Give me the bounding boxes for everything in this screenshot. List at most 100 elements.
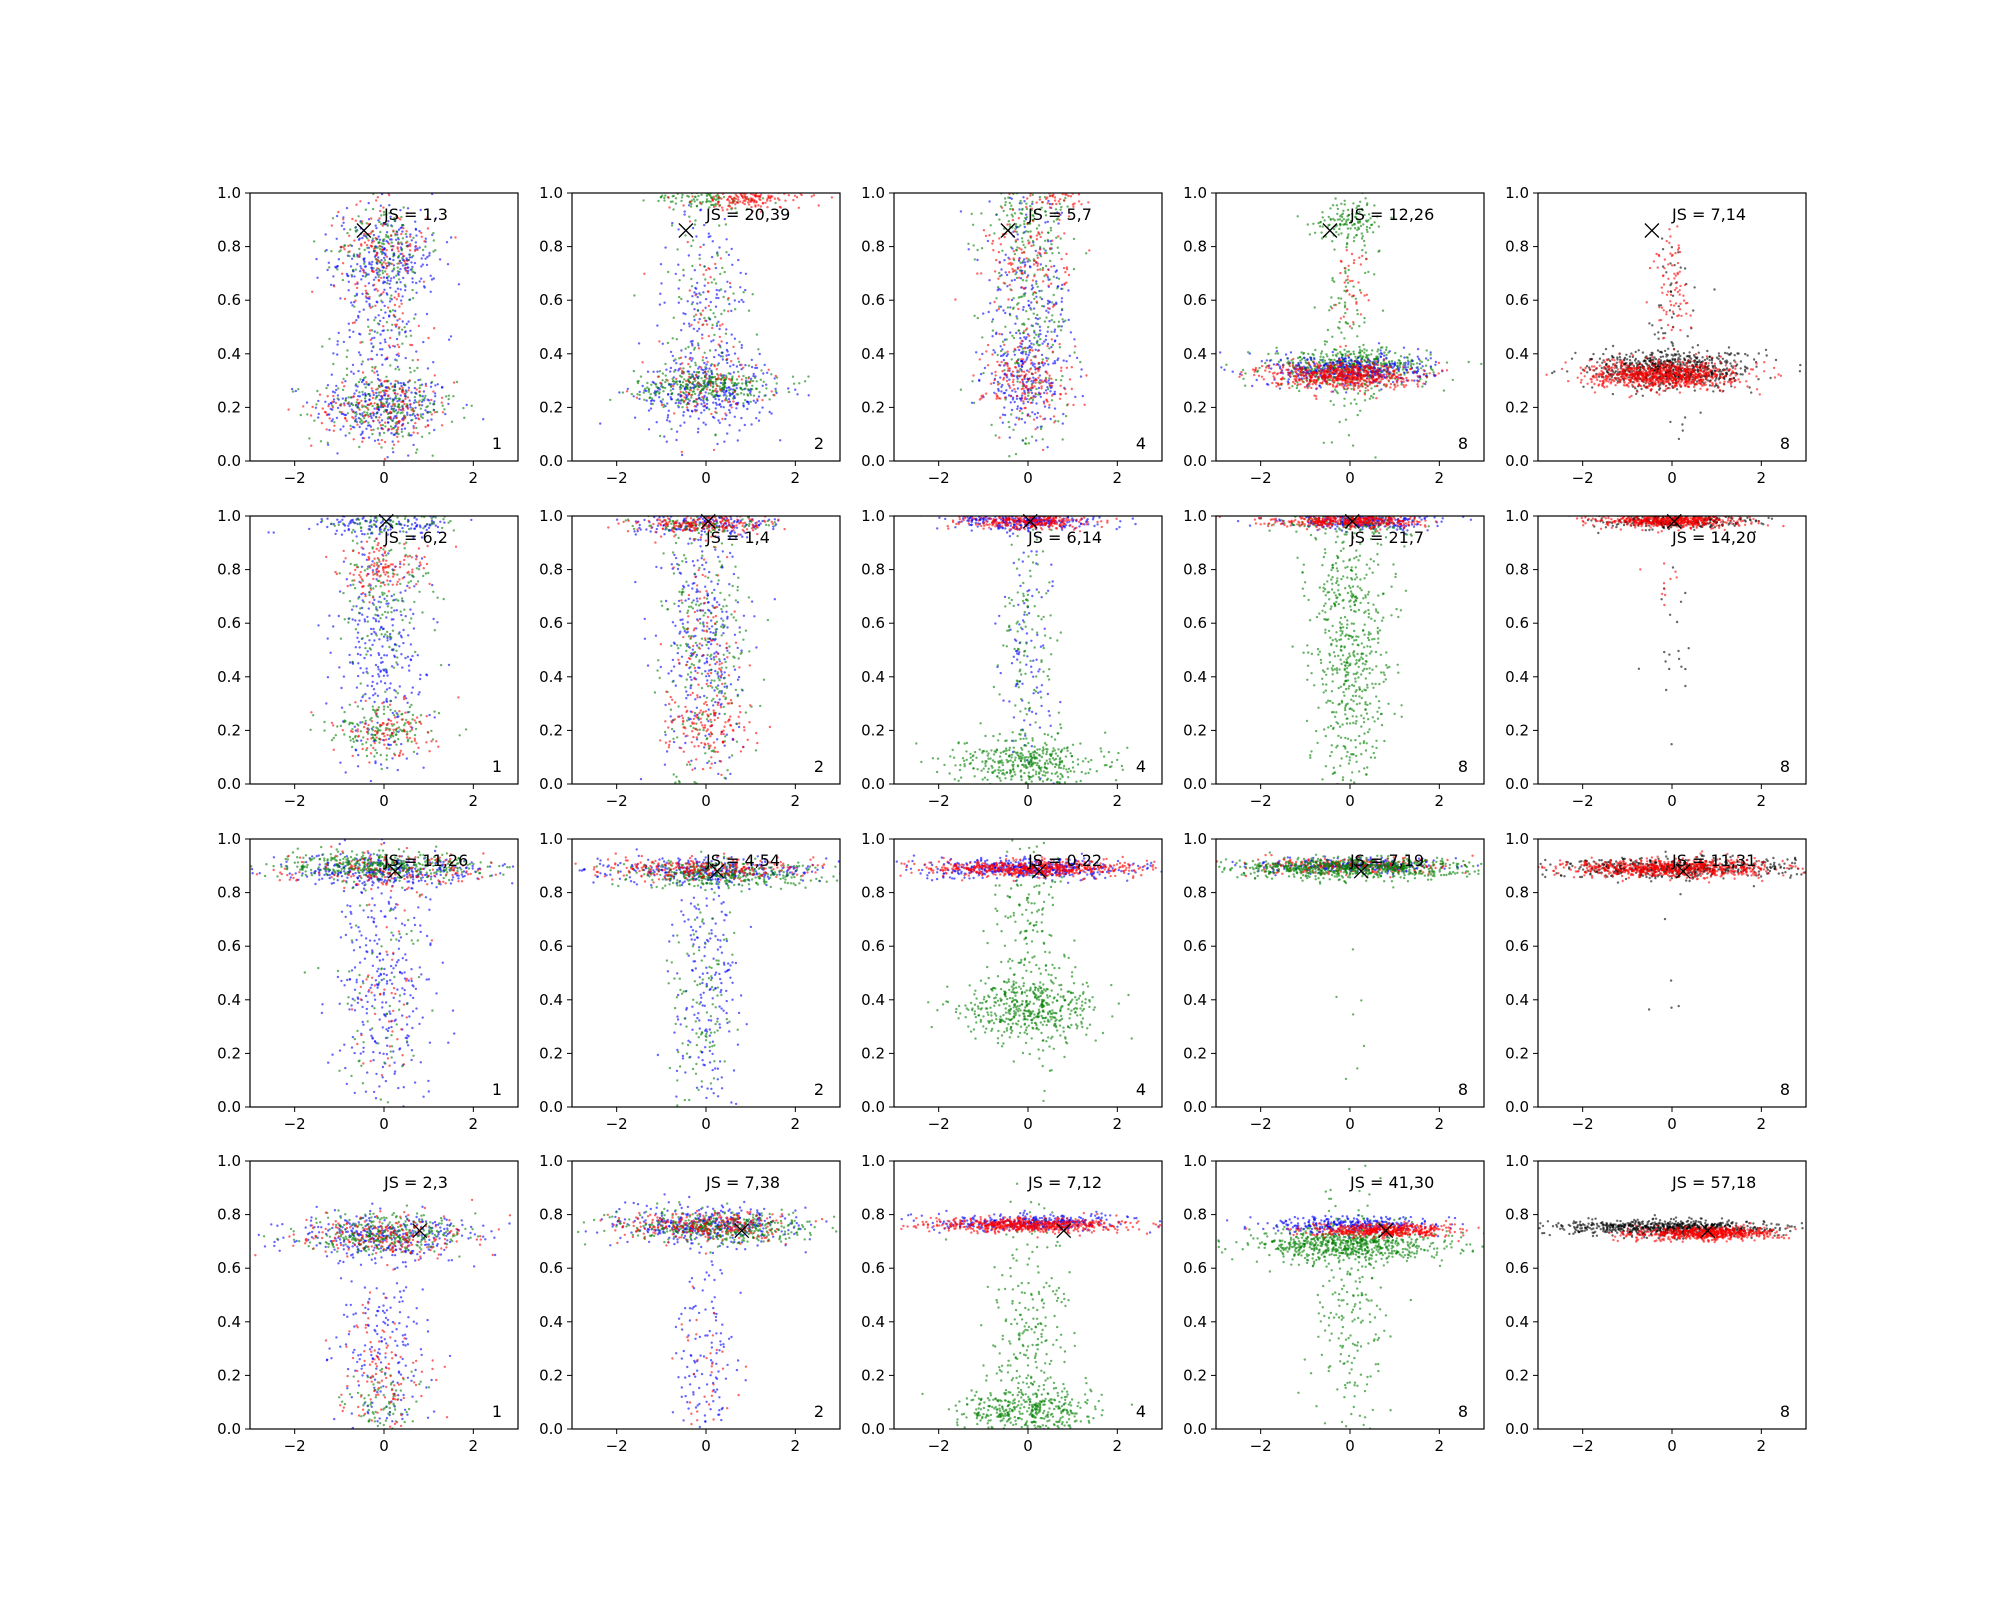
scatter-point: [1025, 384, 1028, 388]
scatter-point: [422, 390, 426, 393]
scatter-point: [387, 193, 391, 197]
scatter-point: [1358, 210, 1361, 213]
scatter-point: [357, 402, 361, 405]
scatter-point: [738, 340, 741, 344]
scatter-point: [1031, 364, 1035, 367]
scatter-point: [670, 398, 674, 401]
scatter-point: [646, 386, 649, 389]
scatter-point: [1016, 377, 1019, 380]
scatter-point: [363, 410, 366, 414]
scatter-point: [997, 250, 1001, 254]
scatter-point: [1039, 235, 1042, 239]
scatter-point: [368, 382, 371, 386]
scatter-point: [1041, 361, 1044, 364]
scatter-point: [795, 196, 799, 199]
scatter-point: [1016, 380, 1019, 383]
scatter-point: [1028, 265, 1032, 268]
scatter-point: [1071, 203, 1075, 206]
scatter-point: [1036, 188, 1038, 190]
y-tick-label: 1.0: [217, 184, 241, 202]
scatter-point: [1008, 201, 1011, 205]
scatter-point: [728, 201, 731, 205]
scatter-point: [415, 291, 418, 294]
scatter-point: [361, 404, 364, 407]
scatter-point: [401, 224, 405, 227]
scatter-point: [379, 379, 382, 382]
scatter-point: [758, 391, 761, 394]
scatter-point: [1048, 301, 1051, 304]
scatter-point: [1007, 394, 1011, 397]
scatter-point: [1020, 339, 1023, 342]
scatter-point: [1338, 327, 1341, 330]
scatter-point: [330, 402, 333, 405]
scatter-point: [1299, 361, 1303, 364]
scatter-point: [390, 277, 393, 280]
scatter-point: [359, 378, 362, 381]
scatter-point: [1037, 386, 1041, 390]
scatter-point: [681, 381, 685, 384]
scatter-point: [1424, 357, 1428, 360]
scatter-point: [1037, 393, 1040, 396]
scatter-point: [392, 229, 395, 232]
scatter-point: [381, 242, 384, 245]
scatter-point: [1291, 385, 1294, 388]
scatter-point: [730, 381, 734, 385]
scatter-point: [751, 210, 754, 213]
scatter-point: [396, 365, 399, 369]
scatter-point: [1056, 287, 1059, 290]
scatter-point: [807, 375, 810, 378]
scatter-point: [1034, 316, 1038, 320]
scatter-point: [1053, 212, 1057, 215]
scatter-point: [444, 412, 447, 416]
scatter-point: [676, 383, 679, 386]
scatter-point: [678, 380, 682, 383]
scatter-point: [718, 204, 721, 208]
scatter-point: [413, 369, 416, 372]
scatter-point: [751, 293, 754, 296]
y-tick-label: 0.0: [217, 452, 241, 470]
scatter-point: [1017, 296, 1021, 299]
scatter-point: [368, 295, 371, 299]
scatter-point: [696, 342, 700, 345]
scatter-point: [1040, 206, 1043, 209]
scatter-point: [1353, 222, 1356, 226]
scatter-point: [1016, 407, 1019, 411]
scatter-point: [1059, 393, 1062, 396]
scatter-point: [994, 374, 997, 377]
scatter-point: [1023, 393, 1026, 396]
scatter-point: [693, 392, 697, 396]
scatter-point: [707, 235, 710, 239]
scatter-point: [1030, 435, 1034, 438]
scatter-point: [710, 340, 713, 343]
scatter-point: [396, 233, 399, 236]
scatter-point: [1331, 335, 1334, 338]
scatter-point: [692, 327, 696, 330]
scatter-point: [1006, 353, 1009, 356]
scatter-point: [998, 237, 1001, 240]
scatter-point: [382, 431, 386, 435]
scatter-point: [1019, 336, 1022, 340]
scatter-point: [388, 300, 392, 303]
scatter-point: [729, 365, 732, 368]
scatter-point: [1014, 423, 1017, 426]
scatter-point: [375, 412, 378, 415]
scatter-point: [1053, 199, 1057, 202]
scatter-point: [1053, 320, 1056, 324]
scatter-point: [985, 350, 988, 353]
scatter-point: [732, 292, 735, 295]
scatter-point: [383, 259, 387, 262]
scatter-point: [1026, 414, 1030, 417]
scatter-point: [1321, 225, 1324, 228]
scatter-point: [701, 359, 704, 362]
scatter-point: [1020, 370, 1024, 373]
scatter-point: [699, 398, 703, 401]
scatter-point: [724, 223, 728, 226]
scatter-point: [692, 383, 696, 387]
scatter-point: [1043, 512, 1045, 514]
scatter-point: [1022, 305, 1025, 309]
scatter-point: [1003, 369, 1006, 372]
scatter-point: [1406, 359, 1410, 362]
scatter-point: [690, 375, 693, 378]
scatter-point: [830, 196, 834, 199]
scatter-point: [641, 384, 644, 388]
